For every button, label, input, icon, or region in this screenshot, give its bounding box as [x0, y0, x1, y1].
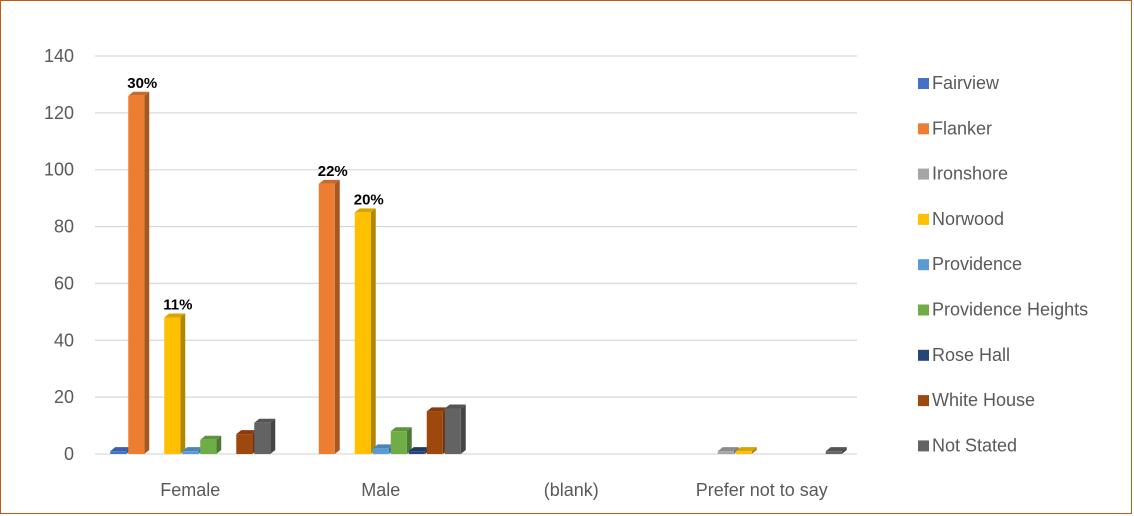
bar-side: [216, 435, 222, 454]
legend-swatch: [918, 349, 929, 361]
y-tick-label: 80: [54, 217, 74, 237]
bar: [717, 451, 734, 454]
legend-label: White House: [932, 390, 1035, 410]
bar: [408, 451, 425, 454]
bar-side: [144, 91, 150, 455]
bar-top: [254, 418, 276, 423]
legend-label: Ironshore: [932, 164, 1008, 184]
x-tick-label: Male: [361, 480, 400, 500]
bar-top: [200, 435, 222, 440]
legend-swatch: [918, 123, 929, 135]
data-label: 11%: [163, 297, 192, 314]
bar-side: [406, 427, 412, 454]
y-tick-label: 40: [54, 330, 74, 350]
legend-label: Fairview: [932, 73, 1000, 93]
bar-top: [128, 91, 150, 96]
bars: [110, 91, 847, 455]
bar-side: [733, 447, 739, 454]
bar: [426, 411, 443, 454]
bar: [825, 451, 842, 454]
data-label: 22%: [318, 163, 348, 180]
bar: [254, 422, 271, 454]
bar: [236, 434, 253, 454]
y-axis: 0 20 40 60 80 100 120 140: [44, 46, 74, 464]
data-label: 30%: [127, 75, 157, 92]
bar-top: [408, 447, 430, 452]
y-tick-label: 120: [44, 103, 74, 123]
y-tick-label: 140: [44, 46, 74, 66]
legend-label: Norwood: [932, 209, 1004, 229]
bar-side: [751, 447, 757, 454]
bar-top: [372, 444, 394, 449]
bar-top: [318, 179, 340, 184]
legend-label: Rose Hall: [932, 345, 1010, 365]
bar-top: [164, 313, 186, 318]
bar: [128, 95, 145, 455]
y-tick-label: 20: [54, 387, 74, 407]
bar-top: [354, 208, 376, 213]
bar-side: [270, 418, 276, 454]
bar-top: [236, 430, 258, 435]
bar-top: [735, 447, 757, 452]
x-tick-label: Female: [160, 480, 220, 500]
legend-swatch: [918, 304, 929, 316]
y-tick-label: 100: [44, 160, 74, 180]
x-tick-label: (blank): [544, 480, 599, 500]
bar-side: [460, 404, 466, 454]
x-tick-label: Prefer not to say: [696, 480, 828, 500]
legend-label: Providence Heights: [932, 300, 1088, 320]
bar-top: [717, 447, 739, 452]
data-label: 20%: [354, 191, 384, 208]
bar: [372, 448, 389, 454]
legend-label: Not Stated: [932, 435, 1017, 455]
bar: [390, 431, 407, 454]
gridlines: [95, 55, 857, 455]
bar-side: [370, 208, 376, 454]
bar: [164, 317, 181, 454]
bar-top: [825, 447, 847, 452]
bar-top: [390, 427, 412, 432]
bar: [735, 451, 752, 454]
legend-swatch: [918, 168, 929, 180]
legend-swatch: [918, 78, 929, 89]
bar-top: [426, 407, 448, 412]
legend-label: Flanker: [932, 118, 992, 138]
bar: [182, 451, 199, 454]
bar: [354, 212, 371, 454]
legend-swatch: [918, 395, 929, 407]
x-axis: Female Male (blank) Prefer not to say: [160, 480, 828, 500]
legend-label: Providence: [932, 254, 1022, 274]
bar-top: [182, 447, 204, 452]
legend-swatch: [918, 440, 929, 452]
y-tick-label: 60: [54, 273, 74, 293]
bar-side: [180, 313, 186, 454]
legend-swatch: [918, 259, 929, 271]
data-labels: 30% 11% 22% 20%: [127, 75, 384, 314]
bar: [444, 408, 461, 454]
bar-side: [334, 179, 340, 454]
bar: [200, 439, 217, 454]
bar-side: [841, 447, 847, 454]
legend-swatch: [918, 213, 929, 225]
bar: [318, 183, 335, 454]
bar-top: [110, 447, 132, 452]
y-tick-label: 0: [64, 444, 74, 464]
bar: [110, 451, 127, 454]
bar-top: [444, 404, 466, 409]
legend: Fairview Flanker Ironshore Norwood Providenc…: [918, 73, 1088, 455]
